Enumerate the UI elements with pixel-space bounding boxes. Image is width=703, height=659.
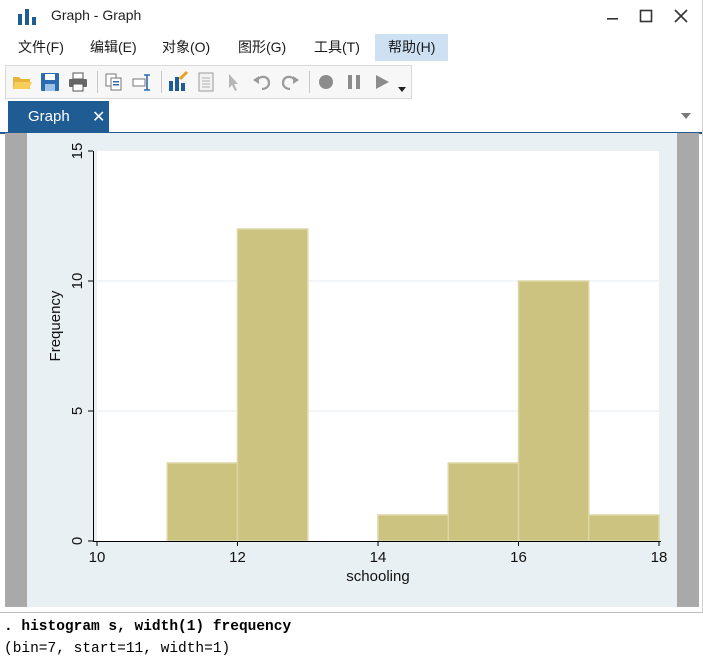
histogram-bar bbox=[588, 514, 660, 542]
histogram-bar bbox=[166, 462, 239, 542]
tab-graph[interactable]: Graph ✕ bbox=[8, 101, 109, 132]
save-icon[interactable] bbox=[39, 71, 61, 93]
dropdown-arrow-icon[interactable] bbox=[397, 85, 407, 93]
menu-edit[interactable]: 编辑(E) bbox=[90, 39, 137, 55]
histogram-bar bbox=[236, 228, 309, 542]
menu-file[interactable]: 文件(F) bbox=[18, 39, 64, 55]
close-button[interactable] bbox=[666, 3, 696, 29]
pause-icon[interactable] bbox=[343, 71, 365, 93]
tab-graph-label: Graph bbox=[28, 108, 70, 125]
print-icon[interactable] bbox=[67, 71, 89, 93]
menu-graph[interactable]: 图形(G) bbox=[238, 39, 287, 55]
rename-icon[interactable] bbox=[131, 71, 153, 93]
histogram-bar bbox=[377, 514, 449, 542]
histogram-bar bbox=[447, 462, 520, 542]
x-tick-label: 10 bbox=[89, 549, 106, 566]
menu-tools[interactable]: 工具(T) bbox=[314, 39, 360, 55]
x-axis-title: schooling bbox=[346, 568, 409, 585]
x-tick-label: 12 bbox=[229, 549, 246, 566]
close-tab-icon[interactable]: ✕ bbox=[92, 109, 106, 126]
toolbar bbox=[5, 65, 412, 99]
x-tick-label: 14 bbox=[370, 549, 387, 566]
y-tick-label: 10 bbox=[69, 273, 86, 290]
undo-icon[interactable] bbox=[251, 71, 273, 93]
maximize-icon bbox=[639, 9, 653, 23]
x-tick-label: 18 bbox=[651, 549, 668, 566]
app-chart-icon bbox=[18, 9, 36, 25]
x-tick-label: 16 bbox=[510, 549, 527, 566]
close-icon bbox=[674, 9, 688, 23]
menu-help[interactable]: 帮助(H) bbox=[375, 34, 449, 61]
data-editor-icon[interactable] bbox=[195, 71, 217, 93]
y-axis-title: Frequency bbox=[47, 290, 64, 361]
graph-region: 10 12 14 16 18 0 5 10 15 schooling Frequency bbox=[27, 133, 677, 607]
copy-icon[interactable] bbox=[103, 71, 125, 93]
y-tick-label: 0 bbox=[69, 537, 86, 545]
pointer-icon[interactable] bbox=[223, 71, 245, 93]
redo-icon[interactable] bbox=[279, 71, 301, 93]
maximize-button[interactable] bbox=[631, 3, 661, 29]
graph-window: Graph - Graph 文件(F) 编辑(E) 对象(O) 图形(G) 工具… bbox=[0, 0, 703, 613]
toolbar-separator bbox=[309, 71, 310, 93]
tab-list-chevron-icon[interactable] bbox=[680, 112, 692, 120]
histogram-chart: 10 12 14 16 18 0 5 10 15 schooling Frequency bbox=[47, 143, 668, 585]
histogram-bar bbox=[517, 280, 590, 542]
graph-editor-icon[interactable] bbox=[167, 71, 189, 93]
record-icon[interactable] bbox=[315, 71, 337, 93]
console-output: (bin=7, start=11, width=1) bbox=[4, 641, 231, 657]
minimize-button[interactable] bbox=[598, 3, 628, 29]
toolbar-separator bbox=[97, 71, 98, 93]
tab-strip: Graph ✕ bbox=[0, 101, 702, 134]
window-title: Graph - Graph bbox=[51, 7, 142, 23]
title-bar[interactable]: Graph - Graph bbox=[0, 0, 702, 32]
menu-object[interactable]: 对象(O) bbox=[162, 39, 211, 55]
y-tick-label: 15 bbox=[69, 143, 86, 160]
toolbar-separator bbox=[161, 71, 162, 93]
play-icon[interactable] bbox=[371, 71, 393, 93]
console-command: . histogram s, width(1) frequency bbox=[4, 619, 292, 635]
y-tick-label: 5 bbox=[69, 407, 86, 415]
open-icon[interactable] bbox=[11, 71, 33, 93]
minimize-icon bbox=[607, 18, 618, 20]
menu-bar: 文件(F) 编辑(E) 对象(O) 图形(G) 工具(T) 帮助(H) bbox=[0, 33, 702, 61]
graph-canvas: 10 12 14 16 18 0 5 10 15 schooling Frequency bbox=[5, 133, 699, 607]
